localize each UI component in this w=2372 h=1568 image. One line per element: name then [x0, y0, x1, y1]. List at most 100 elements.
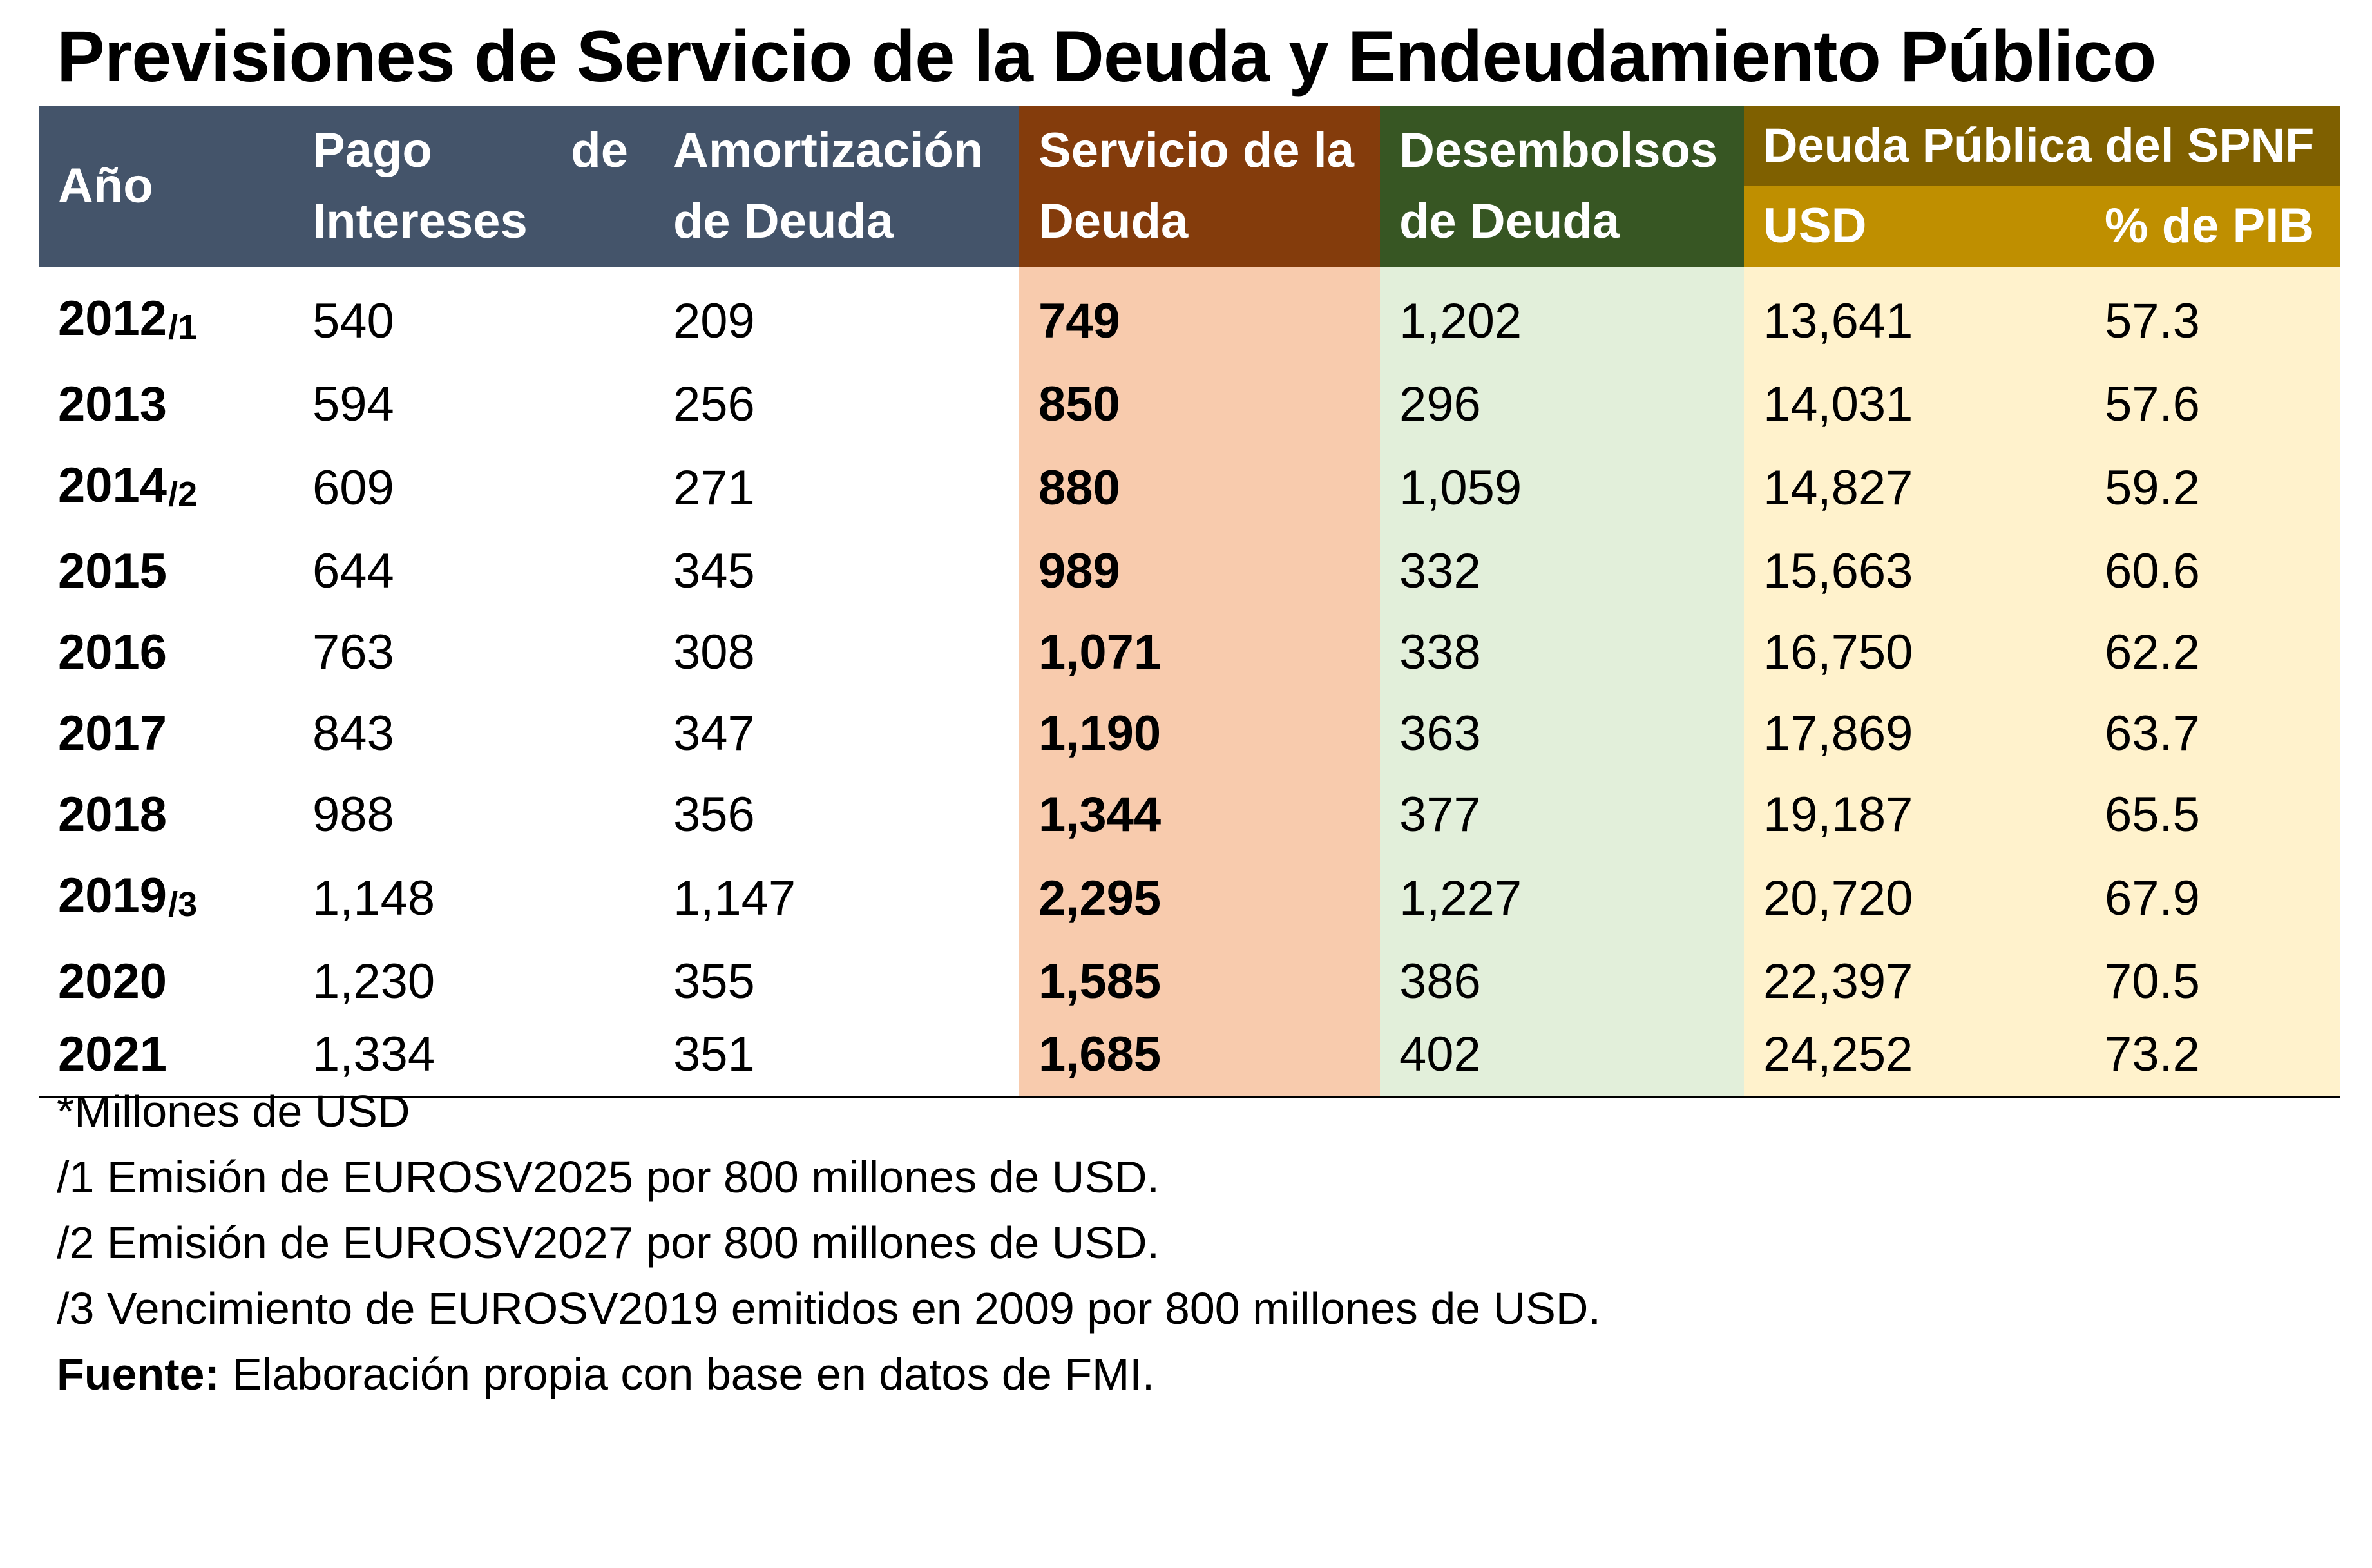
- cell-deuda-pib: 57.3: [2105, 267, 2340, 364]
- cell-pago-intereses: 843: [312, 706, 394, 761]
- year-label: 2020: [58, 954, 167, 1009]
- year-footnote-marker: /2: [168, 475, 198, 513]
- source-note: Fuente: Elaboración propia con base en d…: [57, 1341, 1601, 1407]
- footnote-3: /3 Vencimiento de EUROSV2019 emitidos en…: [57, 1283, 1601, 1334]
- table-row: 2018 988 356 1,344 377 19,187 65.5: [39, 774, 2340, 856]
- cell-anio: 2014/2: [39, 445, 293, 531]
- year-label: 2017: [58, 706, 167, 761]
- cell-servicio-deuda: 850: [1019, 364, 1380, 445]
- cell-amortizacion: 351: [654, 1022, 1019, 1098]
- year-label: 2019: [58, 868, 167, 923]
- debt-table-container: Año Pago de Intereses Amortización de De…: [39, 106, 2340, 1098]
- cell-deuda-usd: 22,397: [1744, 941, 2105, 1022]
- header-servicio-deuda: Servicio de la Deuda: [1019, 106, 1380, 267]
- cell-deuda-pib: 70.5: [2105, 941, 2340, 1022]
- cell-deuda-usd: 24,252: [1744, 1022, 2105, 1098]
- footnote-1: /1 Emisión de EUROSV2025 por 800 millone…: [57, 1152, 1160, 1202]
- year-footnote-marker: /1: [168, 308, 198, 347]
- table-row: 2020 1,230 355 1,585 386 22,397 70.5: [39, 941, 2340, 1022]
- cell-anio: 2013: [39, 364, 293, 445]
- header-pago-intereses: Pago de Intereses: [293, 106, 654, 267]
- cell-deuda-pib: 73.2: [2105, 1022, 2340, 1098]
- source-text: Elaboración propia con base en datos de …: [219, 1349, 1155, 1399]
- table-body: 2012/1 540 209 749 1,202 13,641 57.3 2013 594 256…: [39, 267, 2340, 1098]
- cell-anio: 2021: [39, 1022, 293, 1098]
- table-row: 2017 843 347 1,190 363 17,869 63.7: [39, 693, 2340, 774]
- cell-amortizacion: 356: [673, 787, 755, 842]
- cell-pago-intereses: 594: [312, 377, 394, 432]
- cell-deuda-usd: 14,827: [1744, 445, 2105, 531]
- year-label: 2014: [58, 458, 167, 513]
- cell-desembolsos: 386: [1380, 941, 1744, 1022]
- cell-anio: 2020: [39, 941, 293, 1022]
- header-amortizacion: Amortización de Deuda: [654, 106, 1019, 267]
- cell-pago-intereses: 540: [312, 293, 394, 349]
- cell-deuda-usd: 13,641: [1744, 267, 2105, 364]
- cell-deuda-usd: 17,869: [1744, 693, 2105, 774]
- cell-deuda-usd: 20,720: [1744, 856, 2105, 941]
- cell-anio: 2017: [39, 693, 293, 774]
- cell-desembolsos: 402: [1380, 1022, 1744, 1098]
- cell-servicio-deuda: 2,295: [1019, 856, 1380, 941]
- year-label: 2016: [58, 625, 167, 680]
- cell-amortizacion: 256: [673, 377, 755, 432]
- header-pib: % de PIB: [2105, 186, 2340, 267]
- cell-servicio-deuda: 749: [1019, 267, 1380, 364]
- cell-anio: 2018: [39, 774, 293, 856]
- year-footnote-marker: /3: [168, 885, 198, 924]
- cell-deuda-usd: 19,187: [1744, 774, 2105, 856]
- table-row: 2014/2 609 271 880 1,059 14,827 59.2: [39, 445, 2340, 531]
- cell-desembolsos: 332: [1380, 531, 1744, 612]
- cell-pago-intereses: 988: [312, 787, 394, 842]
- cell-desembolsos: 377: [1380, 774, 1744, 856]
- cell-deuda-usd: 14,031: [1744, 364, 2105, 445]
- cell-amortizacion: 209: [673, 293, 755, 349]
- cell-desembolsos: 1,202: [1380, 267, 1744, 364]
- cell-servicio-deuda: 1,071: [1019, 612, 1380, 693]
- header-deuda-publica: Deuda Pública del SPNF: [1744, 106, 2340, 186]
- cell-amortizacion: 1,147: [673, 870, 796, 926]
- cell-amortizacion: 345: [673, 544, 755, 598]
- table-row: 2015 644 345 989 332 15,663 60.6: [39, 531, 2340, 612]
- cell-deuda-pib: 65.5: [2105, 774, 2340, 856]
- year-label: 2012: [58, 291, 167, 346]
- cell-deuda-pib: 57.6: [2105, 364, 2340, 445]
- cell-deuda-pib: 60.6: [2105, 531, 2340, 612]
- cell-anio: 2016: [39, 612, 293, 693]
- table-row: 2013 594 256 850 296 14,031 57.6: [39, 364, 2340, 445]
- cell-deuda-pib: 67.9: [2105, 856, 2340, 941]
- header-usd: USD: [1744, 186, 2105, 267]
- cell-deuda-pib: 63.7: [2105, 693, 2340, 774]
- cell-servicio-deuda: 1,344: [1019, 774, 1380, 856]
- cell-servicio-deuda: 1,585: [1019, 941, 1380, 1022]
- year-label: 2018: [58, 787, 167, 842]
- cell-desembolsos: 296: [1380, 364, 1744, 445]
- cell-amortizacion: 355: [673, 954, 755, 1009]
- header-anio: Año: [39, 106, 293, 267]
- footnotes: *Millones de USD /1 Emisión de EUROSV202…: [57, 1078, 1601, 1407]
- cell-anio: 2019/3: [39, 856, 293, 941]
- cell-pago-intereses: 609: [312, 460, 394, 515]
- year-label: 2013: [58, 377, 167, 432]
- cell-amortizacion: 271: [673, 460, 755, 515]
- cell-deuda-pib: 62.2: [2105, 612, 2340, 693]
- cell-anio: 2012/1: [39, 267, 293, 364]
- cell-pago-intereses: 763: [312, 625, 394, 680]
- cell-servicio-deuda: 880: [1019, 445, 1380, 531]
- cell-deuda-usd: 15,663: [1744, 531, 2105, 612]
- cell-pago-intereses: 1,334: [293, 1022, 654, 1098]
- cell-deuda-pib: 59.2: [2105, 445, 2340, 531]
- table-row: 2019/3 1,148 1,147 2,295 1,227 20,720 67.9: [39, 856, 2340, 941]
- cell-amortizacion: 308: [673, 625, 755, 680]
- cell-desembolsos: 1,059: [1380, 445, 1744, 531]
- cell-servicio-deuda: 1,190: [1019, 693, 1380, 774]
- cell-desembolsos: 363: [1380, 693, 1744, 774]
- debt-table: Año Pago de Intereses Amortización de De…: [39, 106, 2340, 1098]
- page-title: Previsiones de Servicio de la Deuda y En…: [57, 16, 2156, 97]
- table-row: 2021 1,334 351 1,685 402 24,252 73.2: [39, 1022, 2340, 1098]
- footnote-2: /2 Emisión de EUROSV2027 por 800 millone…: [57, 1218, 1160, 1268]
- source-label: Fuente:: [57, 1349, 220, 1399]
- table-header: Año Pago de Intereses Amortización de De…: [39, 106, 2340, 267]
- cell-desembolsos: 1,227: [1380, 856, 1744, 941]
- cell-pago-intereses: 644: [312, 544, 394, 598]
